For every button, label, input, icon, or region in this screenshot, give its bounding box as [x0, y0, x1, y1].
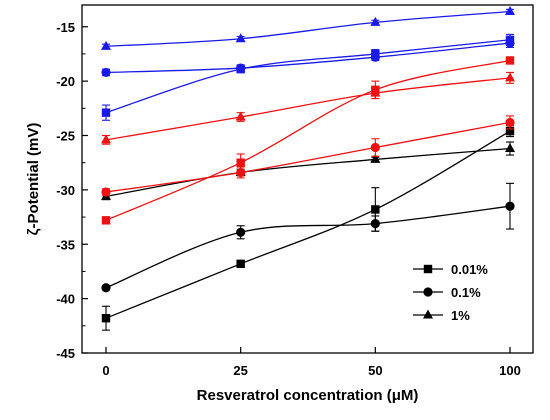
series-blue-square	[101, 33, 515, 121]
data-point	[236, 158, 245, 167]
legend-item: 1%	[413, 308, 470, 323]
y-tick-label: -15	[56, 20, 75, 35]
data-point	[370, 87, 381, 97]
series-line	[105, 59, 511, 221]
data-point	[505, 117, 515, 128]
legend-marker	[423, 309, 433, 319]
y-axis-title: ζ-Potential (mV)	[25, 123, 42, 236]
legend-marker	[423, 287, 433, 297]
series-line	[105, 42, 511, 74]
y-tick-label: -25	[56, 129, 75, 144]
data-point	[370, 153, 381, 163]
series-line	[105, 39, 511, 114]
data-point	[101, 108, 111, 117]
legend-label: 0.1%	[451, 285, 481, 300]
data-point	[370, 52, 380, 62]
data-point	[235, 111, 246, 121]
legend: 0.01% 0.1% 1%	[413, 262, 488, 323]
legend-marker	[423, 264, 433, 274]
series-line	[105, 130, 511, 319]
data-point	[505, 126, 515, 136]
data-point	[505, 6, 515, 16]
legend-label: 0.01%	[451, 262, 488, 277]
data-point	[505, 143, 515, 153]
data-point	[505, 201, 515, 211]
series-black-triangle	[101, 141, 515, 201]
y-tick-label: -40	[56, 292, 75, 307]
legend-label: 1%	[451, 308, 470, 323]
legend-item: 0.01%	[413, 262, 488, 277]
data-point	[101, 283, 111, 293]
data-point	[101, 67, 111, 78]
plot-layer	[101, 6, 515, 331]
data-point	[236, 259, 245, 269]
x-axis-title: Resveratrol concentration (μM)	[197, 387, 419, 404]
series-red-circle	[101, 115, 515, 197]
data-point	[236, 63, 246, 73]
series-line	[105, 205, 511, 289]
data-point	[370, 218, 380, 229]
legend-item: 0.1%	[413, 285, 481, 300]
y-tick-label: -30	[56, 183, 75, 198]
data-point	[101, 187, 111, 197]
y-tick-label: -20	[56, 74, 75, 89]
data-point	[505, 56, 515, 65]
axis-layer: 0 25 50 100 -45 -40 -35 -30 -25 -20 -15	[56, 20, 521, 378]
data-point	[505, 72, 515, 82]
series-blue-triangle	[101, 6, 515, 50]
data-point	[101, 314, 111, 323]
data-point	[236, 227, 246, 237]
series-line	[105, 77, 511, 141]
series-line	[105, 147, 511, 198]
y-tick-label: -35	[56, 237, 75, 252]
data-point	[505, 38, 515, 48]
plot-frame	[81, 4, 534, 354]
series-line	[105, 121, 511, 193]
data-point	[101, 134, 111, 144]
series-red-triangle	[101, 71, 515, 145]
series-line	[105, 10, 511, 47]
x-tick-label: 25	[233, 363, 247, 378]
data-point	[236, 167, 246, 178]
series-blue-circle	[101, 38, 515, 78]
data-point	[235, 33, 246, 43]
x-tick-label: 0	[102, 363, 109, 378]
series-black-circle	[101, 182, 515, 293]
data-point	[101, 216, 111, 225]
data-point	[101, 40, 111, 50]
x-tick-label: 50	[368, 363, 382, 378]
y-tick-label: -45	[56, 346, 75, 361]
series-red-square	[101, 56, 515, 225]
data-point	[371, 205, 380, 214]
data-point	[370, 142, 380, 153]
x-tick-label: 100	[499, 363, 521, 378]
data-point	[370, 16, 381, 26]
